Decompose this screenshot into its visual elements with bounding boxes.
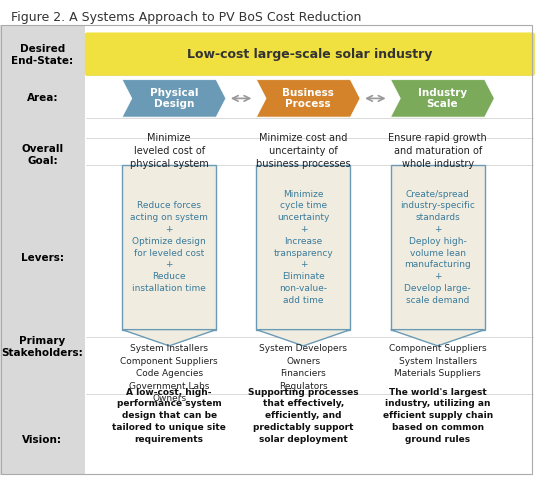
Text: Reduce forces
acting on system
+
Optimize design
for leveled cost
+
Reduce
insta: Reduce forces acting on system + Optimiz… bbox=[130, 201, 208, 293]
Text: Ensure rapid growth
and maturation of
whole industry: Ensure rapid growth and maturation of wh… bbox=[388, 133, 487, 169]
Text: Create/spread
industry-specific
standards
+
Deploy high-
volume lean
manufacturi: Create/spread industry-specific standard… bbox=[400, 189, 475, 305]
Text: System Developers
Owners
Financiers
Regulators: System Developers Owners Financiers Regu… bbox=[259, 344, 347, 391]
Text: Minimize
leveled cost of
physical system: Minimize leveled cost of physical system bbox=[130, 133, 208, 169]
FancyBboxPatch shape bbox=[0, 25, 85, 475]
FancyBboxPatch shape bbox=[122, 165, 216, 330]
Text: Overall
Goal:: Overall Goal: bbox=[21, 144, 63, 166]
Text: A low-cost, high-
performance system
design that can be
tailored to unique site
: A low-cost, high- performance system des… bbox=[112, 388, 226, 444]
Polygon shape bbox=[122, 330, 216, 346]
Text: Area:: Area: bbox=[27, 93, 58, 103]
Text: Industry
Scale: Industry Scale bbox=[418, 88, 467, 109]
FancyBboxPatch shape bbox=[85, 32, 535, 76]
Text: Vision:: Vision: bbox=[23, 435, 62, 445]
Text: Physical
Design: Physical Design bbox=[150, 88, 198, 109]
Text: Figure 2. A Systems Approach to PV BoS Cost Reduction: Figure 2. A Systems Approach to PV BoS C… bbox=[11, 11, 361, 24]
Polygon shape bbox=[256, 330, 350, 346]
Text: Levers:: Levers: bbox=[21, 253, 64, 263]
Polygon shape bbox=[390, 80, 494, 117]
Polygon shape bbox=[122, 80, 226, 117]
Text: Minimize
cycle time
uncertainty
+
Increase
transparency
+
Eliminate
non-value-
a: Minimize cycle time uncertainty + Increa… bbox=[273, 189, 333, 305]
Polygon shape bbox=[390, 330, 484, 346]
Text: Primary
Stakeholders:: Primary Stakeholders: bbox=[2, 336, 83, 358]
Text: Supporting processes
that effectively,
efficiently, and
predictably support
sola: Supporting processes that effectively, e… bbox=[248, 388, 359, 444]
FancyBboxPatch shape bbox=[256, 165, 350, 330]
FancyBboxPatch shape bbox=[390, 165, 484, 330]
Text: Component Suppliers
System Installers
Materials Suppliers: Component Suppliers System Installers Ma… bbox=[389, 344, 487, 378]
Text: Minimize cost and
uncertainty of
business processes: Minimize cost and uncertainty of busines… bbox=[256, 133, 351, 169]
Text: The world's largest
industry, utilizing an
efficient supply chain
based on commo: The world's largest industry, utilizing … bbox=[382, 388, 493, 444]
Polygon shape bbox=[256, 80, 360, 117]
Text: Desired
End-State:: Desired End-State: bbox=[11, 44, 74, 66]
Text: System Installers
Component Suppliers
Code Agencies
Government Labs
Owners: System Installers Component Suppliers Co… bbox=[120, 344, 218, 403]
Text: Business
Process: Business Process bbox=[282, 88, 334, 109]
Text: Low-cost large-scale solar industry: Low-cost large-scale solar industry bbox=[187, 48, 432, 61]
